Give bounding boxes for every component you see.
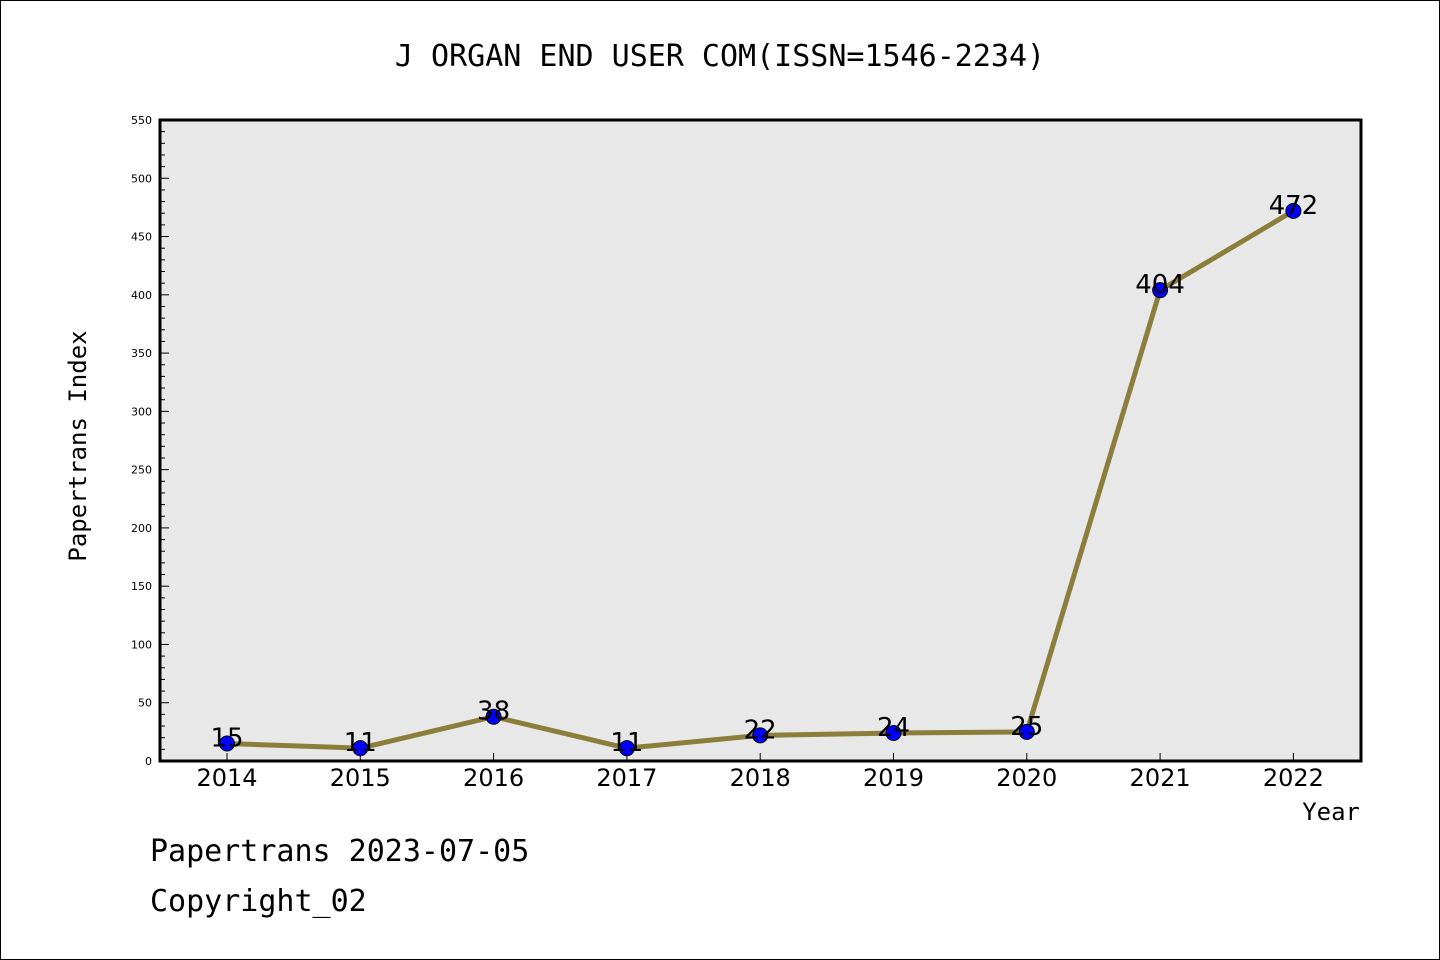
x-tick-label: 2022 bbox=[1263, 764, 1324, 792]
data-label: 404 bbox=[1135, 270, 1185, 300]
y-axis: 0 50 100 150 200 250 300 350 400 450 500 550 bbox=[131, 114, 169, 768]
data-point bbox=[485, 708, 502, 725]
y-axis-label: Papertrans Index bbox=[64, 330, 92, 561]
y-tick-label: 300 bbox=[131, 405, 152, 418]
plot-area bbox=[158, 118, 1363, 763]
y-tick-label: 50 bbox=[138, 697, 152, 710]
data-point bbox=[1152, 282, 1169, 299]
y-tick-label: 100 bbox=[131, 638, 152, 651]
x-axis-label: Year bbox=[1302, 798, 1360, 826]
data-label: 11 bbox=[344, 728, 377, 758]
footer-date: Papertrans 2023-07-05 bbox=[150, 834, 530, 869]
x-tick-label: 2014 bbox=[196, 764, 257, 792]
data-point bbox=[1285, 202, 1302, 219]
y-tick-label: 250 bbox=[131, 464, 152, 477]
data-point bbox=[352, 740, 369, 757]
data-point bbox=[1018, 723, 1035, 740]
data-labels: 15 11 38 11 22 24 25 404 472 bbox=[210, 191, 1318, 758]
x-tick-label: 2020 bbox=[996, 764, 1057, 792]
y-tick-label: 450 bbox=[131, 231, 152, 244]
x-tick-label: 2017 bbox=[596, 764, 657, 792]
data-label: 472 bbox=[1269, 191, 1319, 221]
y-tick-label: 0 bbox=[145, 755, 152, 768]
data-label: 11 bbox=[610, 728, 643, 758]
x-tick-label: 2015 bbox=[330, 764, 391, 792]
data-point bbox=[885, 725, 902, 742]
y-tick-label: 500 bbox=[131, 172, 152, 185]
y-tick-label: 150 bbox=[131, 580, 152, 593]
data-label: 15 bbox=[210, 724, 243, 754]
x-tick-label: 2019 bbox=[863, 764, 924, 792]
y-tick-label: 200 bbox=[131, 522, 152, 535]
data-point bbox=[618, 740, 635, 757]
chart-title: J ORGAN END USER COM(ISSN=1546-2234) bbox=[395, 39, 1045, 74]
data-point bbox=[752, 727, 769, 744]
y-tick-label: 400 bbox=[131, 289, 152, 302]
data-label: 38 bbox=[477, 697, 510, 727]
footer-copyright: Copyright_02 bbox=[150, 884, 367, 919]
x-axis: 2014 2015 2016 2017 2018 2019 2020 2021 2022 bbox=[196, 753, 1324, 792]
x-tick-label: 2021 bbox=[1130, 764, 1191, 792]
data-label: 24 bbox=[877, 713, 910, 743]
y-tick-label: 350 bbox=[131, 347, 152, 360]
data-point bbox=[219, 735, 235, 752]
x-tick-label: 2016 bbox=[463, 764, 524, 792]
data-label: 22 bbox=[744, 715, 777, 745]
x-tick-label: 2018 bbox=[730, 764, 791, 792]
data-label: 25 bbox=[1010, 712, 1043, 742]
y-tick-label: 550 bbox=[131, 114, 152, 127]
series-line bbox=[219, 202, 1302, 757]
